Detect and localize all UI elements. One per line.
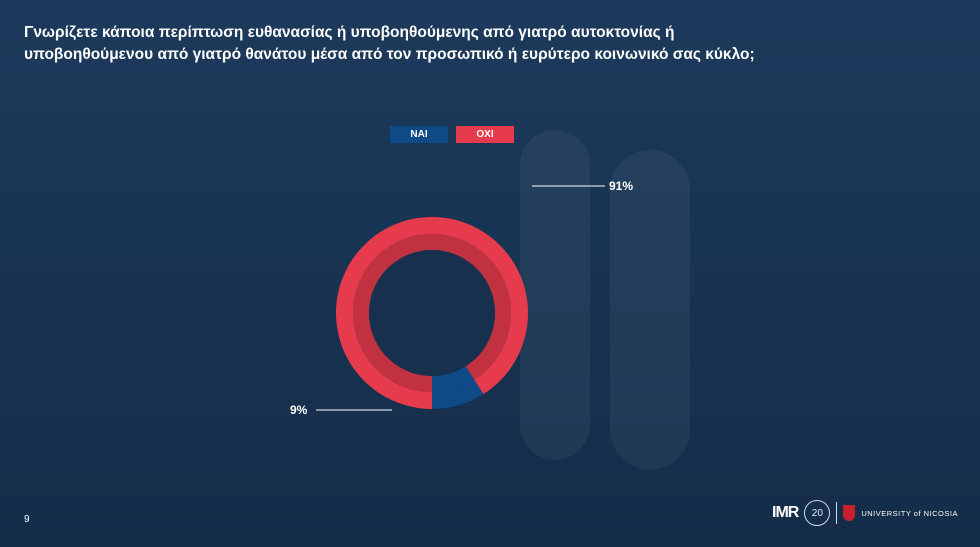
slide-title: Γνωρίζετε κάποια περίπτωση ευθανασίας ή … — [24, 22, 944, 66]
university-shield-icon — [843, 505, 856, 521]
title-line-1: Γνωρίζετε κάποια περίπτωση ευθανασίας ή … — [24, 24, 675, 41]
data-label-91: 91% — [609, 179, 633, 193]
donut-hole — [369, 250, 495, 376]
chart-legend: ΝΑΙ ΟΧΙ — [390, 126, 514, 143]
university-logo-text: UNIVERSITY of NICOSIA — [861, 508, 958, 518]
title-line-2: υποβοηθούμενου από γιατρό θανάτου μέσα α… — [24, 46, 755, 63]
legend-item-oxi: ΟΧΙ — [456, 126, 514, 143]
slice-nai-outer-ring — [432, 379, 484, 409]
imr-logo: IMR — [772, 504, 799, 521]
slice-nai-inner-ring — [432, 366, 475, 392]
background-figure-right — [610, 150, 690, 470]
data-label-9: 9% — [290, 403, 308, 417]
page-number: 9 — [24, 514, 30, 525]
background-figure-left — [520, 130, 590, 460]
legend-item-nai: ΝΑΙ — [390, 126, 448, 143]
anniversary-badge: 20 — [804, 500, 831, 526]
footer-logos: IMR 20 UNIVERSITY of NICOSIA — [772, 500, 958, 526]
logo-separator — [836, 502, 838, 524]
